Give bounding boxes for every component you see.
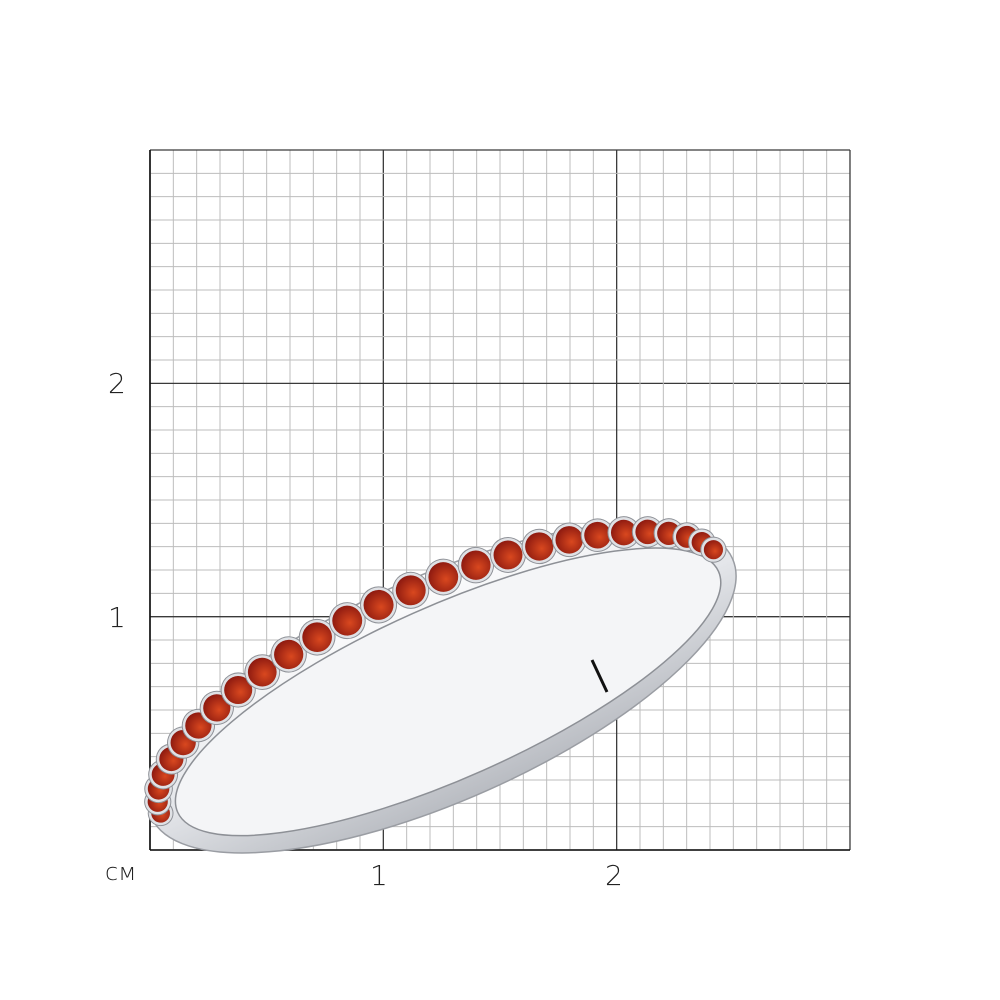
garnet-stone [395, 575, 426, 606]
unit-label: см [105, 858, 137, 886]
y-tick-1: 1 [108, 601, 126, 634]
ring-band [144, 516, 737, 854]
garnet-stone [555, 526, 583, 554]
garnet-stone [428, 562, 459, 592]
garnet-stone [461, 550, 491, 580]
garnet-stone [247, 657, 277, 687]
garnet-stone [302, 622, 332, 653]
garnet-stone [493, 540, 523, 570]
garnet-stone [224, 675, 253, 705]
garnet-stone [363, 589, 394, 620]
hallmark-mark [590, 659, 609, 693]
x-tick-1: 1 [370, 859, 388, 892]
x-tick-2: 2 [605, 859, 623, 892]
garnet-stone [525, 532, 554, 561]
garnet-stone [203, 694, 231, 722]
garnet-stone [635, 519, 660, 545]
garnet-stone [610, 519, 637, 546]
garnet-stone [584, 521, 611, 549]
garnet-stone [274, 639, 304, 670]
garnet-stone [703, 540, 723, 560]
garnet-stone [332, 605, 363, 636]
y-tick-2: 2 [108, 367, 126, 400]
